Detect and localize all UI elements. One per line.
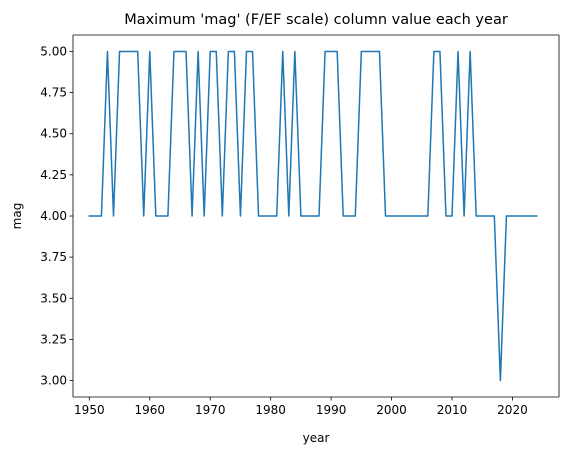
y-tick-label: 3.50 <box>40 291 67 305</box>
y-tick-label: 4.00 <box>40 209 67 223</box>
x-tick-label: 2010 <box>437 403 468 417</box>
series-line-0 <box>88 50 538 382</box>
x-tick-label: 2000 <box>376 403 407 417</box>
chart-title: Maximum 'mag' (F/EF scale) column value … <box>124 12 508 28</box>
x-axis-label: year <box>303 431 330 445</box>
x-tick-label: 1960 <box>134 403 165 417</box>
y-axis-label: mag <box>10 203 24 230</box>
y-tick-label: 4.75 <box>40 86 67 100</box>
y-tick-label: 4.25 <box>40 168 67 182</box>
y-tick-label: 3.00 <box>40 374 67 388</box>
x-tick-label: 2020 <box>497 403 528 417</box>
y-tick-label: 3.75 <box>40 250 67 264</box>
x-tick-label: 1970 <box>195 403 226 417</box>
y-tick-label: 5.00 <box>40 44 67 58</box>
y-tick-label: 3.25 <box>40 332 67 346</box>
x-tick-label: 1950 <box>74 403 105 417</box>
x-tick-label: 1990 <box>316 403 347 417</box>
plot-area: 1950 1960 1970 1980 1990 2000 2010 2020 3.00 3.25… <box>40 34 560 417</box>
y-tick-label: 4.50 <box>40 127 67 141</box>
x-tick-label: 1980 <box>255 403 286 417</box>
